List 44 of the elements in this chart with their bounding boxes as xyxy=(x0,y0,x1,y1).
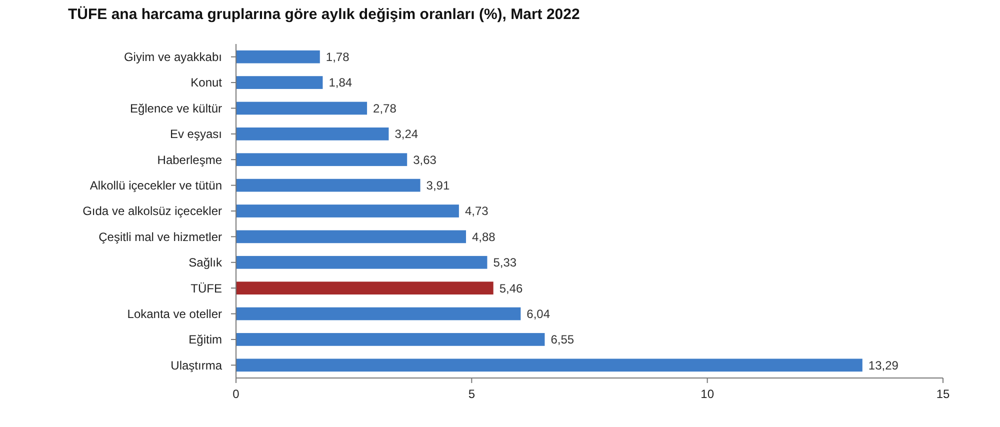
bar xyxy=(236,204,459,218)
data-label: 6,55 xyxy=(550,332,574,347)
bar xyxy=(236,50,320,64)
data-label: 3,63 xyxy=(413,152,437,167)
y-tick-label: Haberleşme xyxy=(157,152,222,167)
bar xyxy=(236,76,323,89)
bar xyxy=(236,102,368,115)
bar xyxy=(236,282,494,294)
data-label: 4,88 xyxy=(472,230,496,244)
data-label: 1,78 xyxy=(326,50,350,64)
data-label: 4,73 xyxy=(464,204,489,218)
x-tick-label: 0 xyxy=(232,387,240,401)
x-tick-label: 15 xyxy=(936,387,950,401)
bar xyxy=(236,178,420,192)
y-tick-label: Eğitim xyxy=(188,332,222,347)
data-label: 5,46 xyxy=(499,281,524,296)
y-tick-label: Eğlence ve kültür xyxy=(130,101,222,116)
data-label: 6,04 xyxy=(526,306,550,321)
data-label: 13,29 xyxy=(868,358,899,372)
x-tick-label: 5 xyxy=(468,387,476,401)
y-tick-label: Ulaştırma xyxy=(170,358,222,372)
data-label: 1,84 xyxy=(328,76,352,90)
bar xyxy=(236,256,488,269)
y-tick-label: Alkollü içecekler ve tütün xyxy=(90,178,222,193)
y-tick-label: Lokanta ve oteller xyxy=(127,306,222,321)
x-tick-label: 10 xyxy=(700,387,714,401)
y-tick-label: Sağlık xyxy=(188,256,223,270)
y-tick-label: Giyim ve ayakkabı xyxy=(124,50,222,64)
bar xyxy=(236,333,545,346)
bar xyxy=(236,307,521,320)
y-tick-label: Konut xyxy=(190,76,223,90)
y-tick-label: Çeşitli mal ve hizmetler xyxy=(98,230,222,244)
bar xyxy=(236,230,466,244)
bar xyxy=(236,358,862,372)
data-label: 5,33 xyxy=(493,256,517,270)
bar xyxy=(236,128,389,140)
y-tick-label: Gıda ve alkolsüz içecekler xyxy=(82,204,222,218)
bar xyxy=(236,153,408,166)
data-label: 3,24 xyxy=(394,127,418,142)
y-tick-label: Ev eşyası xyxy=(170,127,222,142)
chart-title: TÜFE ana harcama gruplarına göre aylık değişim oranları (%), Mart 2022 xyxy=(68,6,580,23)
data-label: 3,91 xyxy=(426,178,450,193)
y-tick-label: TÜFE xyxy=(190,281,222,296)
data-label: 2,78 xyxy=(373,101,397,116)
